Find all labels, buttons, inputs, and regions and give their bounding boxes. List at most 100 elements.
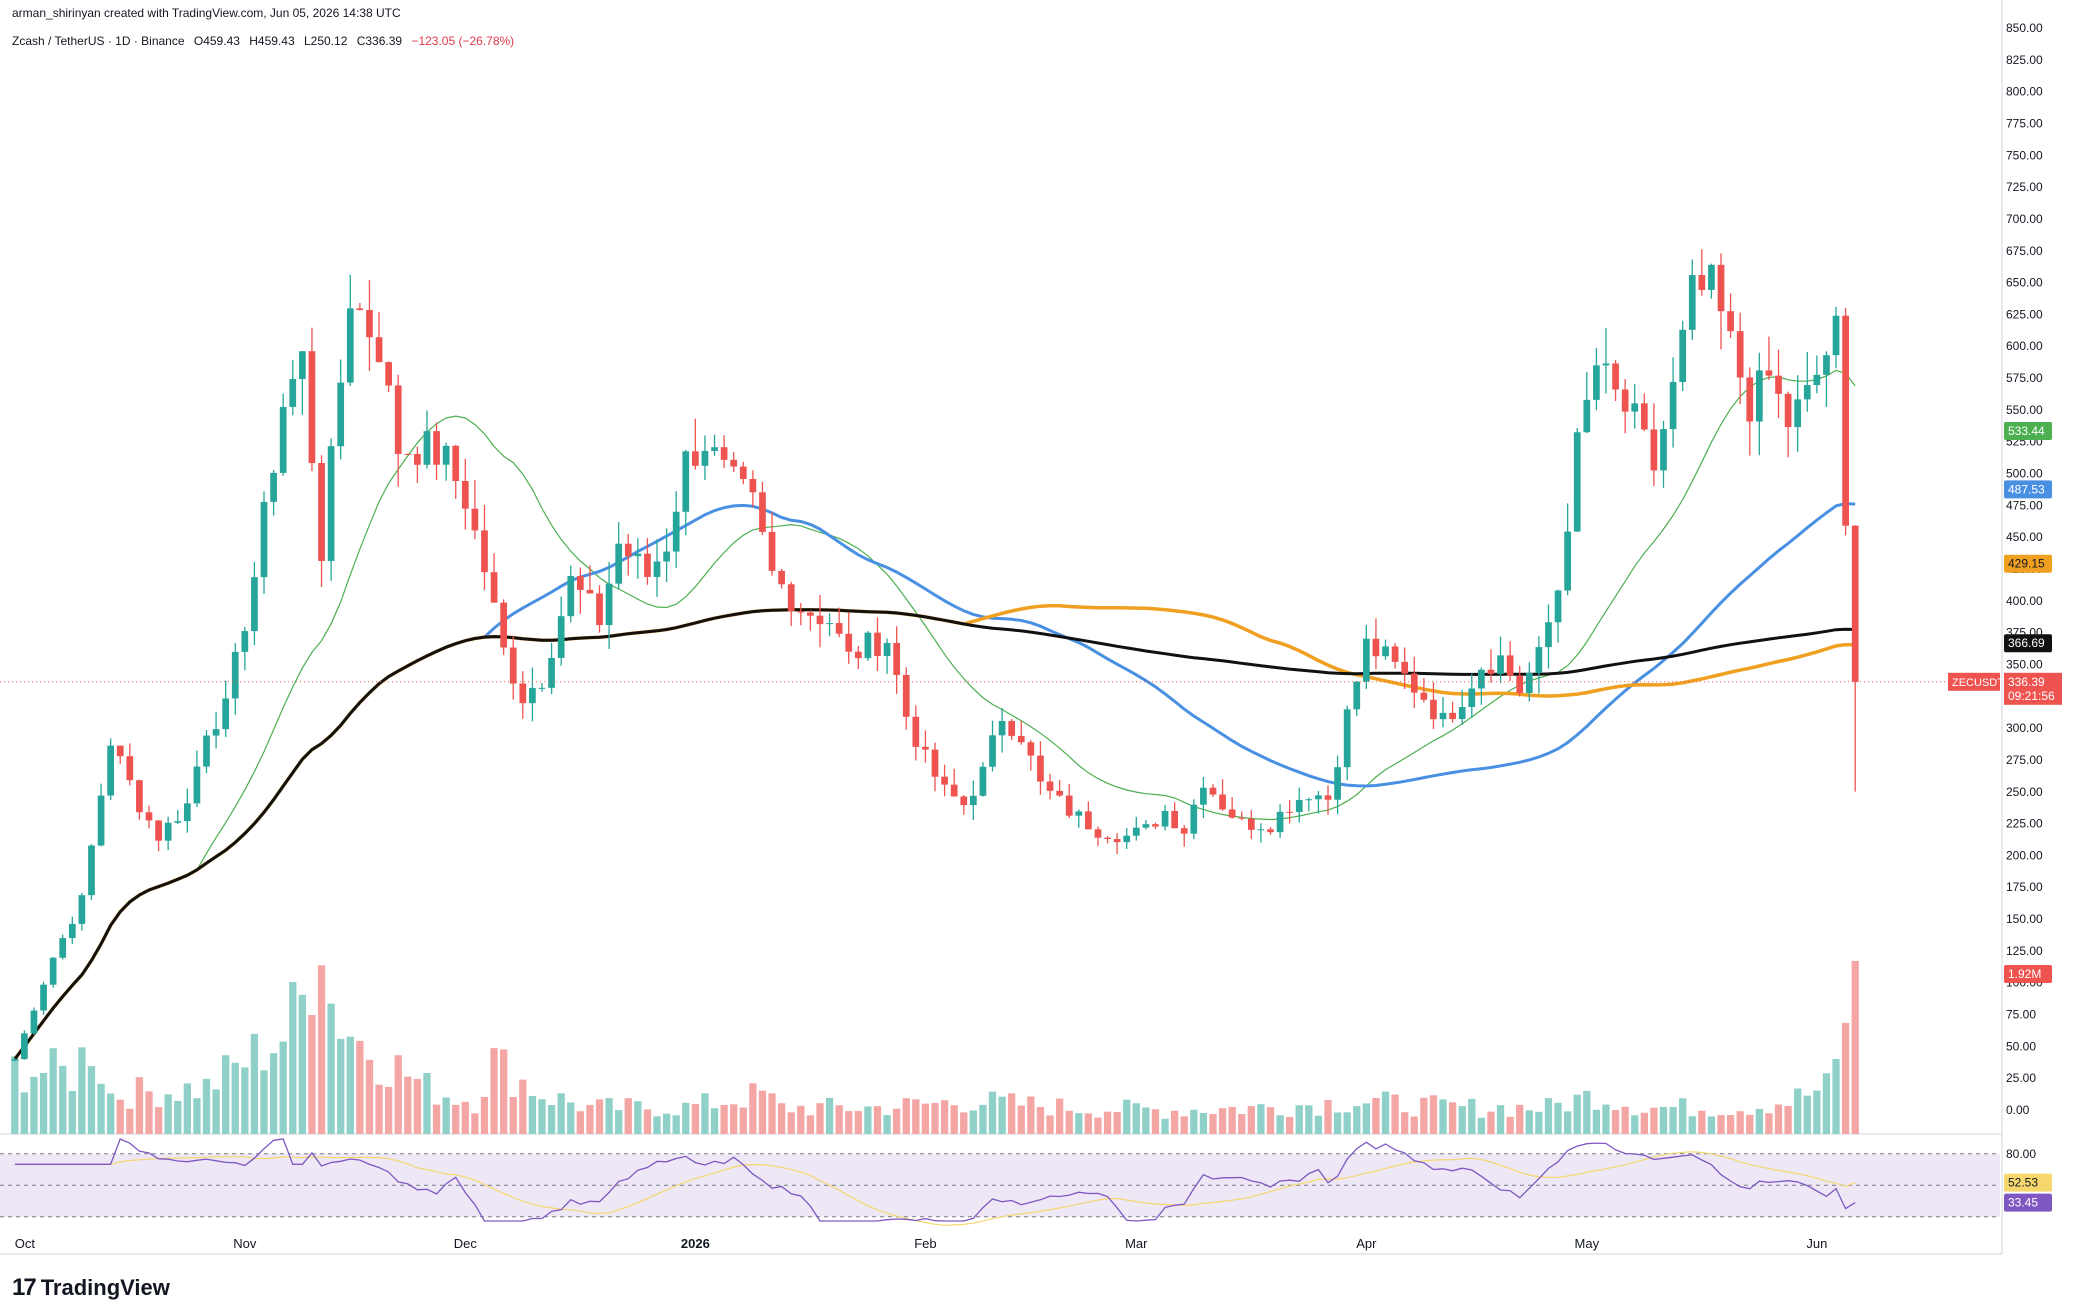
candle-body [1803,385,1811,400]
candle-body [136,780,143,813]
volume-bar [931,1102,939,1134]
candle-body [59,938,67,958]
candle-body [701,450,709,466]
volume-bar [950,1105,958,1134]
volume-bar [595,1099,604,1134]
rsi-ma-tag-box [2004,1173,2052,1192]
candle-body [1401,661,1409,674]
time-tick-label: May [1575,1236,1600,1251]
candle-body [289,379,297,407]
volume-bar [260,1070,268,1134]
candle-body [423,431,431,465]
price-tick-label: 500.00 [2006,467,2043,481]
volume-bar [960,1112,968,1134]
volume-bar [730,1104,738,1134]
price-tick-label: 775.00 [2006,116,2043,130]
volume-bar [653,1116,661,1134]
volume-bar [998,1096,1006,1134]
volume-bar [1841,1022,1850,1134]
candle-body [1554,590,1562,623]
chart-credit: arman_shirinyan created with TradingView… [12,6,401,20]
price-tick-label: 850.00 [2006,21,2043,35]
last-price-tag-label: 336.39 [2008,675,2045,689]
volume-bar [586,1104,594,1134]
candle-body [1746,377,1754,422]
volume-bar [11,1056,19,1134]
candle-body [279,406,287,473]
candle-body [1573,432,1581,532]
candle-body [576,575,584,590]
rsi-tick-label: 80.00 [2006,1147,2036,1161]
candle-body [1075,811,1083,816]
volume-bar [1420,1097,1428,1134]
candle-body [931,749,939,777]
volume-bar [1736,1111,1744,1134]
volume-bar [1008,1093,1016,1134]
candle-body [854,651,862,659]
rsi-tag-label: 33.45 [2008,1196,2038,1210]
tradingview-logo-icon: 17 [12,1274,37,1301]
volume-bar [854,1111,862,1134]
volume-bar [356,1040,364,1134]
candle-body [394,385,402,454]
candle-body [1458,707,1466,720]
volume-bar [624,1098,632,1134]
candle-body [404,453,412,455]
volume-bar [787,1112,795,1134]
candle-body [989,735,996,767]
candle-body [1113,839,1121,843]
candle-body [1660,429,1667,471]
candle-body [1736,331,1744,378]
volume-bar [365,1059,374,1134]
candle-body [11,1059,19,1061]
volume-bar [1631,1115,1639,1134]
volume-bar [1295,1105,1303,1134]
volume-bar [1794,1088,1802,1134]
volume-bar [1055,1098,1064,1134]
candle-body [308,351,316,464]
close-value: C336.39 [356,34,403,48]
volume-bar [384,1086,393,1134]
candle-body [730,459,738,467]
volume-bar [20,1092,29,1134]
candle-body [337,382,345,447]
candle-body [1497,655,1504,674]
volume-bar [1544,1098,1553,1134]
volume-bar [1170,1110,1179,1134]
volume-bar [1525,1110,1533,1134]
volume-bar [500,1049,508,1134]
volume-bar [777,1103,786,1134]
ma-tag-label: 366.69 [2008,636,2045,650]
candle-body [183,803,191,822]
volume-bar [1257,1104,1265,1134]
volume-bar [1353,1106,1361,1134]
volume-bar [1333,1112,1342,1134]
time-tick-label: Apr [1356,1236,1377,1251]
price-tick-label: 175.00 [2006,880,2043,894]
candle-body [1276,811,1284,833]
volume-bar [1640,1112,1648,1134]
candle-body [1621,389,1629,412]
candle-body [366,310,373,338]
volume-bar [1448,1102,1457,1134]
volume-bar [825,1097,834,1134]
volume-bar [1190,1109,1198,1134]
volume-bar [1669,1107,1677,1134]
tradingview-brand[interactable]: 17 TradingView [12,1274,170,1302]
rsi-ma-line [14,1151,1856,1226]
volume-bar [605,1098,613,1134]
volume-bar [1324,1100,1332,1134]
volume-bar [634,1101,642,1134]
volume-bar [1477,1117,1486,1134]
volume-bar [1113,1111,1121,1134]
candle-body [414,454,421,465]
volume-bar [538,1099,546,1134]
candle-body [1631,403,1639,412]
candle-body [222,698,230,730]
candle-body [1305,799,1313,801]
volume-bar [193,1098,201,1134]
volume-bar [1506,1116,1514,1134]
candle-body [1727,311,1734,332]
time-tick-label: Mar [1125,1236,1148,1251]
